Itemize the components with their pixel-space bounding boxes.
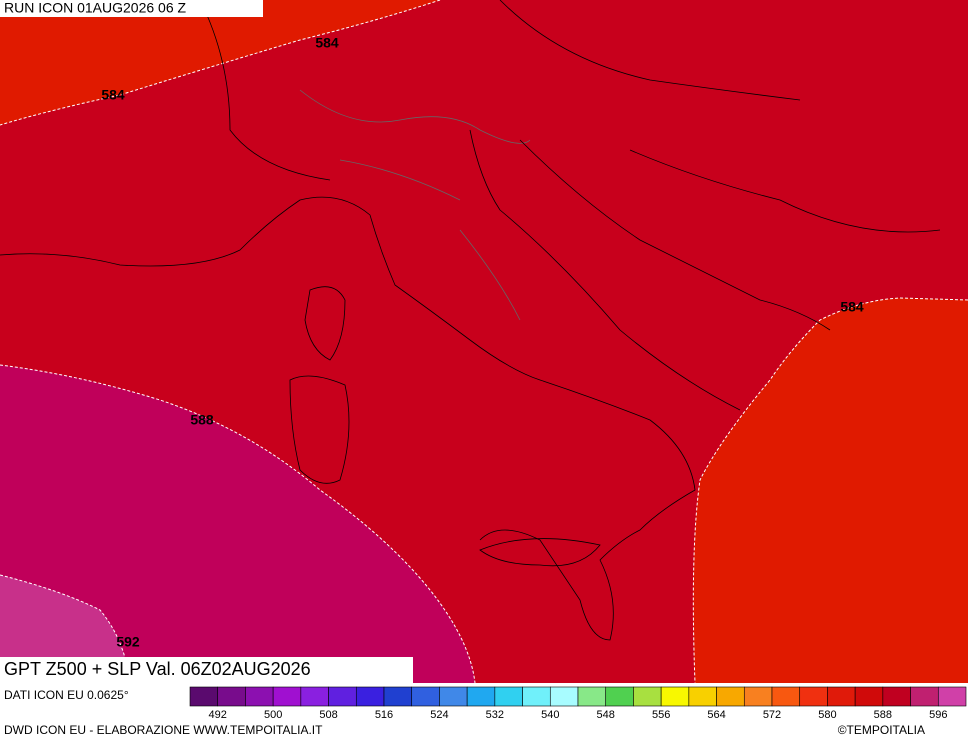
color-swatch: [577, 686, 607, 707]
colorbar: 492 500 508 516 524 532 540 548 556 564 572 580 588 5…: [189, 686, 967, 721]
contour-label: 584: [315, 35, 339, 51]
contour-line: [0, 574, 131, 684]
color-swatch: [910, 686, 939, 707]
colorbar-tick-label: 596: [929, 709, 947, 721]
color-swatch: [245, 686, 274, 707]
color-swatch: [771, 686, 801, 707]
border: [199, 0, 941, 331]
color-swatch: [605, 686, 634, 707]
contour-label: 592: [116, 634, 140, 650]
color-swatch: [688, 686, 717, 707]
field-592-596: [0, 575, 130, 683]
colorbar-tick-label: 556: [652, 709, 670, 721]
color-swatch: [217, 686, 246, 707]
color-swatch: [355, 686, 385, 707]
colorbar-tick-label: 524: [430, 709, 448, 721]
colorbar-tick-label: 492: [209, 709, 227, 721]
color-swatch: [328, 686, 357, 707]
colorbar-tick-label: 572: [763, 709, 781, 721]
color-swatch: [743, 686, 773, 707]
color-swatch: [827, 686, 856, 707]
contour-line: [0, 0, 441, 126]
header-box: [0, 0, 263, 17]
coastline: [0, 196, 696, 641]
run-label: RUN ICON 01AUG2026 06 Z: [4, 0, 187, 16]
color-swatch: [300, 686, 329, 707]
coastline: [289, 375, 350, 484]
color-swatch: [549, 686, 579, 707]
colorbar-tick-label: 508: [319, 709, 337, 721]
title: GPT Z500 + SLP Val. 06Z02AUG2026: [4, 659, 311, 679]
coastline: [304, 286, 346, 361]
color-swatch: [522, 686, 551, 707]
color-swatch: [494, 686, 523, 707]
colorbar-tick-label: 540: [541, 709, 559, 721]
color-swatch: [411, 686, 440, 707]
colorbar-tick-label: 500: [264, 709, 282, 721]
colorbar-tick-label: 532: [486, 709, 504, 721]
coastline: [479, 538, 601, 567]
border: [299, 89, 531, 321]
title-box: [0, 657, 413, 683]
color-swatch: [189, 686, 219, 707]
colorbar-tick-label: 548: [597, 709, 615, 721]
coastline: [469, 129, 741, 411]
contour-line: [692, 297, 968, 684]
color-swatch: [466, 686, 496, 707]
contour-label: 588: [190, 412, 214, 428]
color-swatch: [272, 686, 302, 707]
color-swatch: [383, 686, 413, 707]
color-swatch: [799, 686, 828, 707]
field-580-584: [0, 0, 440, 125]
field-580-584: [693, 298, 968, 683]
colorbar-tick-label: 580: [818, 709, 836, 721]
colorbar-tick-label: 516: [375, 709, 393, 721]
map: 584 584 584 588 592: [0, 0, 968, 684]
color-swatch: [633, 686, 662, 707]
color-swatch: [660, 686, 690, 707]
color-swatch: [854, 686, 884, 707]
contour-label: 584: [101, 87, 125, 103]
colorbar-tick-label: 588: [874, 709, 892, 721]
contour-label: 584: [840, 299, 864, 315]
color-swatch: [439, 686, 468, 707]
footer-right: ©TEMPOITALIA: [838, 723, 925, 737]
color-swatch: [882, 686, 911, 707]
source: DATI ICON EU 0.0625°: [4, 688, 129, 702]
colorbar-tick-label: 564: [707, 709, 725, 721]
footer-left: DWD ICON EU - ELABORAZIONE WWW.TEMPOITAL…: [4, 723, 323, 737]
contour-line: [0, 364, 476, 684]
color-swatch: [937, 686, 967, 707]
color-swatch: [716, 686, 745, 707]
field-588-592: [0, 365, 475, 683]
